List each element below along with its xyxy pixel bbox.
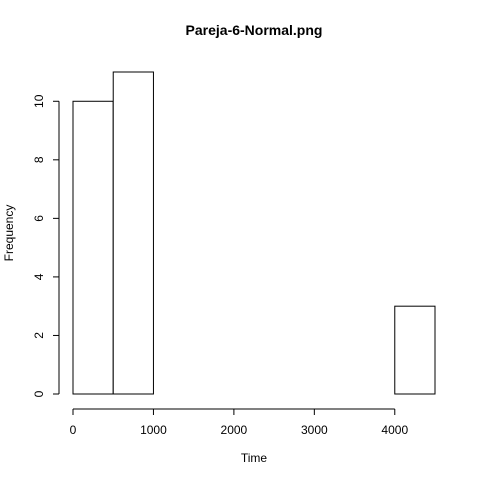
- y-tick-label: 8: [32, 156, 46, 163]
- histogram-bar: [72, 100, 114, 395]
- y-axis-label: Frequency: [2, 205, 16, 262]
- y-tick-label: 2: [32, 332, 46, 339]
- x-tick-label: 0: [70, 423, 77, 437]
- x-tick-label: 4000: [381, 423, 408, 437]
- chart-title: Pareja-6-Normal.png: [186, 22, 323, 38]
- y-axis: 0 2 4 6 8 10: [32, 94, 60, 397]
- histogram-bar: [112, 71, 154, 395]
- x-tick-label: 3000: [301, 423, 328, 437]
- x-axis-label: Time: [241, 451, 268, 465]
- y-tick-label: 4: [32, 273, 46, 280]
- x-tick-label: 1000: [140, 423, 167, 437]
- x-tick-label: 2000: [221, 423, 248, 437]
- histogram-bar: [394, 305, 436, 395]
- bars-group: [72, 71, 436, 395]
- x-axis: 0 1000 2000 3000 4000: [70, 408, 408, 437]
- y-tick-label: 10: [32, 94, 46, 108]
- y-tick-label: 6: [32, 215, 46, 222]
- y-tick-label: 0: [32, 390, 46, 397]
